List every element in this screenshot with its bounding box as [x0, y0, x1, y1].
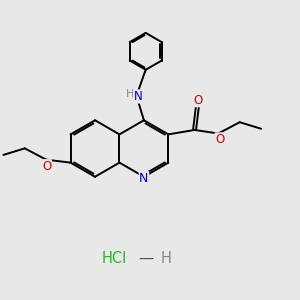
Text: N: N: [134, 90, 142, 103]
Text: H: H: [126, 88, 134, 98]
Text: H: H: [161, 251, 172, 266]
Text: —: —: [138, 251, 153, 266]
Text: N: N: [139, 172, 148, 185]
Text: O: O: [42, 160, 51, 173]
Text: O: O: [215, 133, 224, 146]
Text: HCl: HCl: [102, 251, 127, 266]
Text: O: O: [193, 94, 202, 107]
